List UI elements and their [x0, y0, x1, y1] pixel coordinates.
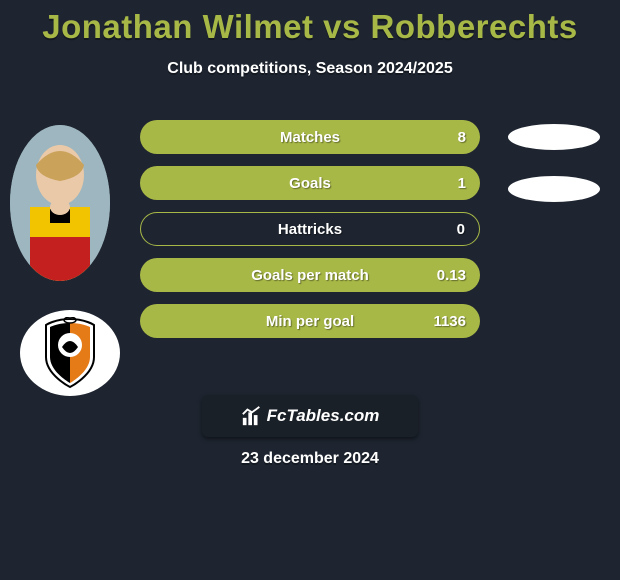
stat-row-matches: Matches 8	[140, 120, 480, 154]
stat-label: Min per goal	[140, 304, 480, 338]
footer-date: 23 december 2024	[0, 450, 620, 468]
page-title: Jonathan Wilmet vs Robberechts	[0, 0, 620, 46]
opponent-logo-placeholder	[508, 176, 600, 202]
stat-label: Goals per match	[140, 258, 480, 292]
stat-row-goals: Goals 1	[140, 166, 480, 200]
subtitle: Club competitions, Season 2024/2025	[0, 60, 620, 78]
stat-value: 0.13	[437, 258, 466, 292]
team-logo	[20, 310, 120, 396]
stat-label: Goals	[140, 166, 480, 200]
stat-value: 0	[457, 213, 465, 245]
club-crest-icon	[40, 317, 100, 389]
stat-label: Hattricks	[141, 213, 479, 245]
opponent-photo-placeholder	[508, 124, 600, 150]
chart-icon	[241, 405, 263, 427]
stat-value: 1136	[433, 304, 466, 338]
avatar-icon	[10, 125, 110, 281]
stat-value: 1	[458, 166, 466, 200]
player-photo	[10, 125, 110, 281]
stat-value: 8	[458, 120, 466, 154]
stat-row-hattricks: Hattricks 0	[140, 212, 480, 246]
stat-row-minpergoal: Min per goal 1136	[140, 304, 480, 338]
site-badge: FcTables.com	[202, 395, 418, 437]
site-name: FcTables.com	[267, 406, 380, 426]
stat-row-gpm: Goals per match 0.13	[140, 258, 480, 292]
stat-label: Matches	[140, 120, 480, 154]
stats-container: Matches 8 Goals 1 Hattricks 0 Goals per …	[140, 120, 480, 350]
